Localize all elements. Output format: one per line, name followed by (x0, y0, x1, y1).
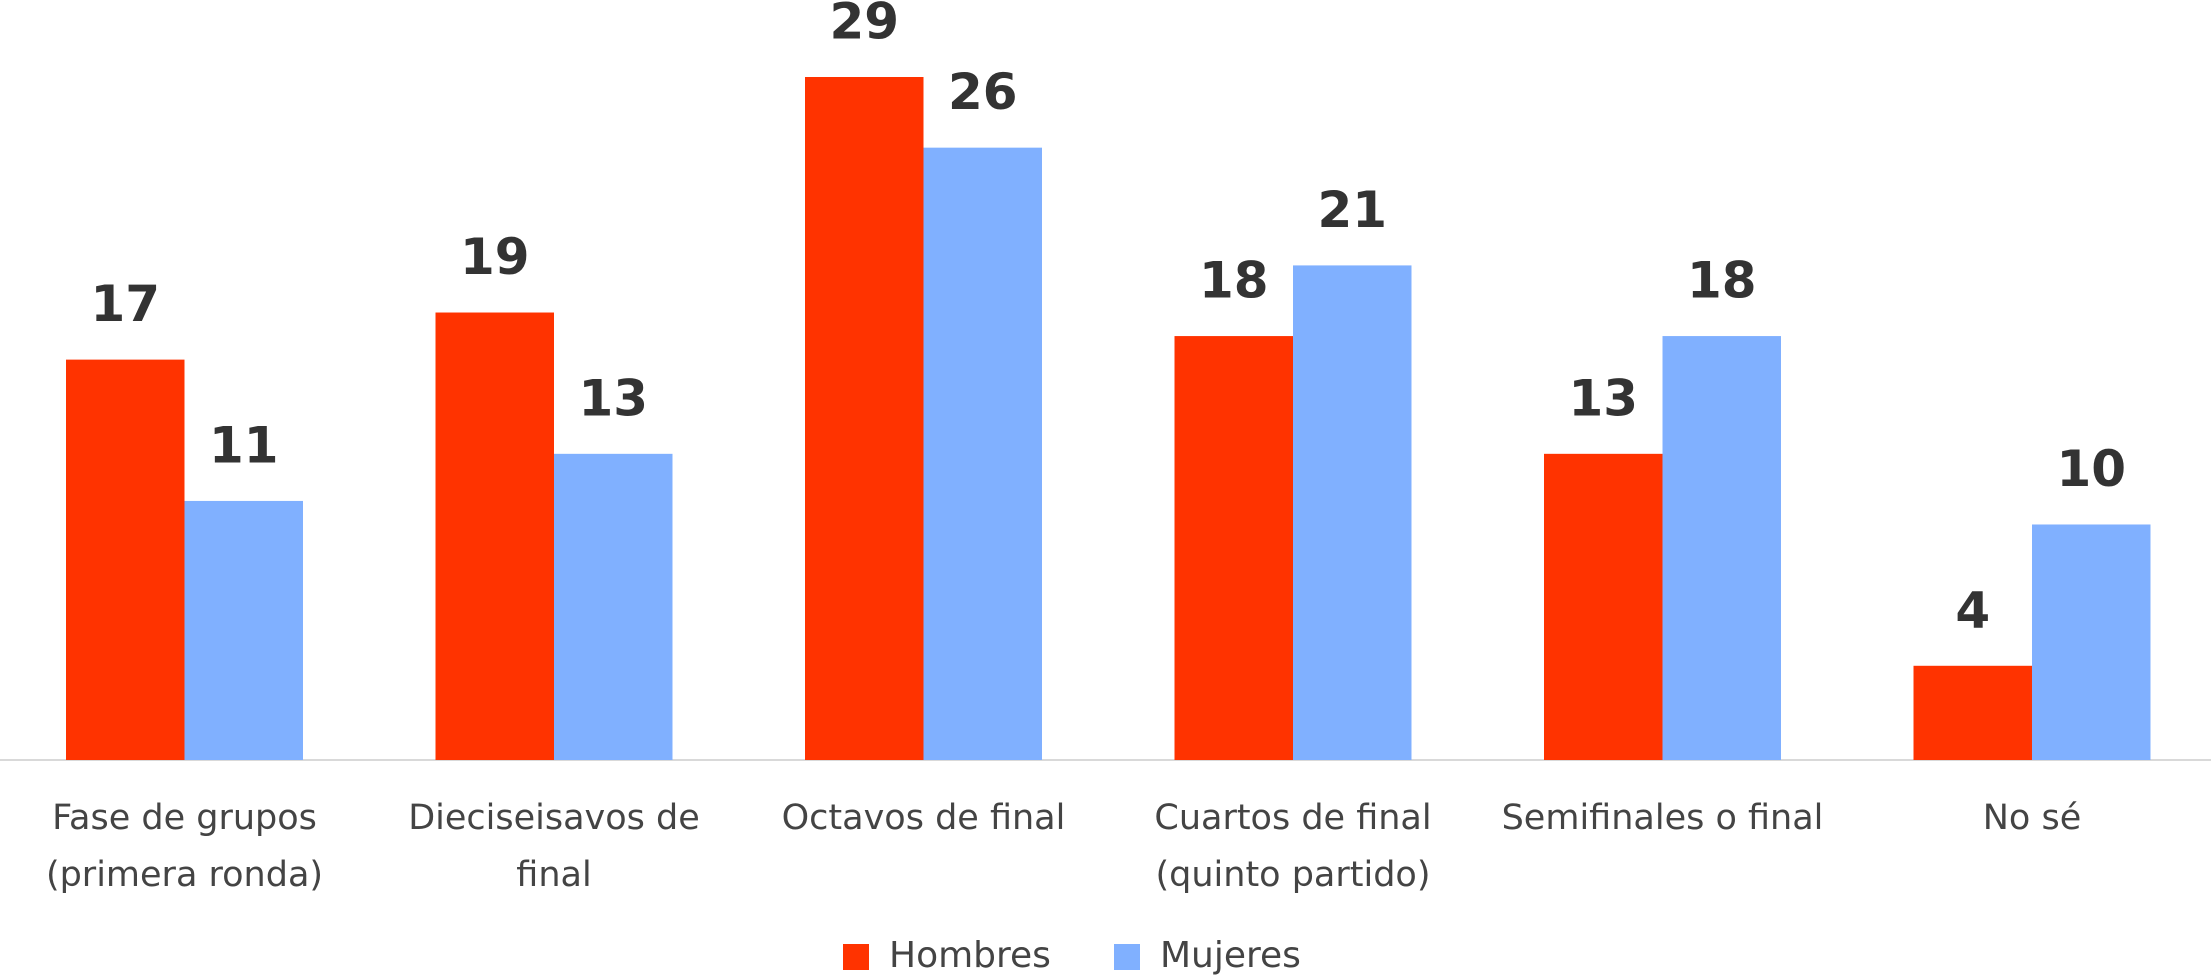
legend-label: Hombres (889, 935, 1051, 976)
bar (2032, 524, 2151, 760)
x-tick-label: Semifinales o final (1502, 798, 1824, 838)
value-label: 13 (1568, 369, 1638, 427)
value-label: 18 (1687, 252, 1757, 310)
bar (1174, 336, 1293, 760)
bar (1293, 265, 1412, 760)
value-label: 17 (90, 275, 160, 333)
value-label: 4 (1955, 581, 1990, 639)
bar (184, 500, 303, 760)
x-tick-label: No sé (1983, 798, 2082, 838)
value-label: 13 (578, 369, 648, 427)
x-tick-label: Octavos de final (782, 798, 1066, 838)
value-label: 19 (460, 228, 530, 286)
bar (435, 312, 554, 760)
legend-label: Mujeres (1160, 935, 1301, 976)
bar (1913, 665, 2032, 760)
value-label: 21 (1317, 181, 1387, 239)
bar (66, 359, 185, 760)
bar (554, 453, 673, 760)
legend-swatch (1114, 944, 1140, 970)
bar (1662, 336, 1781, 760)
x-tick-label: Fase de grupos (primera ronda) (46, 798, 323, 895)
x-tick-label: Cuartos de final (quinto partido) (1154, 798, 1431, 895)
value-label: 18 (1199, 252, 1269, 310)
value-label: 10 (2056, 440, 2126, 498)
value-label: 29 (829, 0, 899, 51)
bar (1544, 453, 1663, 760)
value-label: 11 (209, 416, 279, 474)
bar (805, 77, 924, 760)
x-tick-label: Dieciseisavos de final (408, 798, 700, 895)
legend-swatch (843, 944, 869, 970)
value-label: 26 (948, 63, 1018, 121)
bar (923, 147, 1042, 761)
